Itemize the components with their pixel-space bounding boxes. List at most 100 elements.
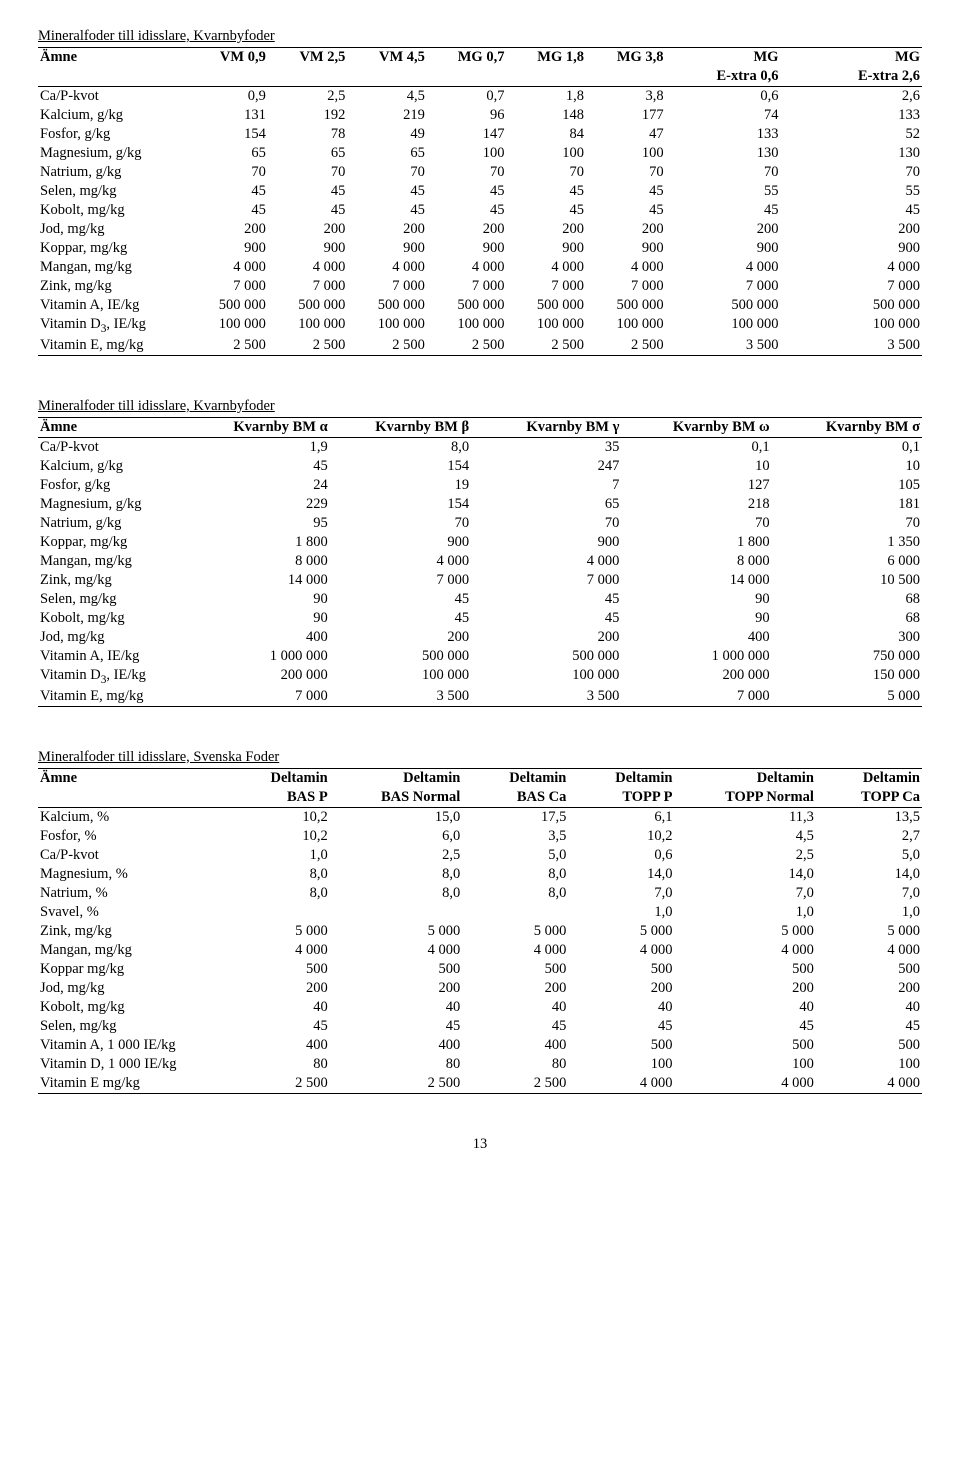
table-row: Zink, mg/kg7 0007 0007 0007 0007 0007 00… xyxy=(38,277,922,296)
row-label: Zink, mg/kg xyxy=(38,571,188,590)
cell-value: 1 000 000 xyxy=(621,647,771,666)
cell-value: 7 000 xyxy=(666,277,781,296)
table-row: Fosfor, g/kg1547849147844713352 xyxy=(38,125,922,144)
row-label: Natrium, g/kg xyxy=(38,514,188,533)
cell-value: 900 xyxy=(268,239,348,258)
cell-value: 6,1 xyxy=(568,807,674,827)
cell-value: 105 xyxy=(772,476,922,495)
cell-value: 7 000 xyxy=(471,571,621,590)
row-label: Vitamin A, IE/kg xyxy=(38,296,188,315)
cell-value: 3 500 xyxy=(330,687,471,707)
cell-value: 1,8 xyxy=(506,87,586,107)
cell-value xyxy=(462,903,568,922)
column-header xyxy=(268,67,348,87)
row-label: Magnesium, g/kg xyxy=(38,144,188,163)
cell-value: 2,5 xyxy=(268,87,348,107)
row-label: Fosfor, % xyxy=(38,827,232,846)
cell-value: 500 xyxy=(816,1036,922,1055)
cell-value: 400 xyxy=(462,1036,568,1055)
cell-value: 7 xyxy=(471,476,621,495)
row-label: Natrium, g/kg xyxy=(38,163,188,182)
cell-value: 200 xyxy=(268,220,348,239)
row-label: Zink, mg/kg xyxy=(38,277,188,296)
cell-value: 4 000 xyxy=(232,941,329,960)
table-row: Koppar, mg/kg1 8009009001 8001 350 xyxy=(38,533,922,552)
table-row: Kobolt, mg/kg404040404040 xyxy=(38,998,922,1017)
cell-value: 4,5 xyxy=(674,827,815,846)
row-label: Mangan, mg/kg xyxy=(38,552,188,571)
cell-value: 200 xyxy=(347,220,427,239)
cell-value: 8,0 xyxy=(330,884,463,903)
cell-value: 500 000 xyxy=(188,296,268,315)
cell-value: 200 xyxy=(586,220,666,239)
cell-value: 40 xyxy=(330,998,463,1017)
cell-value: 7,0 xyxy=(816,884,922,903)
row-label: Mangan, mg/kg xyxy=(38,941,232,960)
cell-value: 80 xyxy=(232,1055,329,1074)
cell-value: 200 xyxy=(232,979,329,998)
table-row: Koppar, mg/kg900900900900900900900900 xyxy=(38,239,922,258)
column-header xyxy=(188,67,268,87)
cell-value: 45 xyxy=(586,182,666,201)
cell-value: 100 000 xyxy=(780,315,922,336)
cell-value: 4 000 xyxy=(780,258,922,277)
cell-value: 4 000 xyxy=(347,258,427,277)
cell-value: 133 xyxy=(666,125,781,144)
cell-value: 219 xyxy=(347,106,427,125)
cell-value: 17,5 xyxy=(462,807,568,827)
cell-value: 7 000 xyxy=(780,277,922,296)
cell-value: 200 xyxy=(666,220,781,239)
cell-value: 8 000 xyxy=(621,552,771,571)
cell-value: 4 000 xyxy=(816,1074,922,1094)
cell-value: 0,1 xyxy=(772,437,922,457)
cell-value: 47 xyxy=(586,125,666,144)
cell-value: 8 000 xyxy=(188,552,329,571)
cell-value: 200 xyxy=(462,979,568,998)
row-label: Ca/P-kvot xyxy=(38,846,232,865)
cell-value: 154 xyxy=(330,495,471,514)
cell-value: 70 xyxy=(427,163,507,182)
cell-value: 45 xyxy=(666,201,781,220)
table-row: Vitamin A, 1 000 IE/kg400400400500500500 xyxy=(38,1036,922,1055)
column-header: Deltamin xyxy=(568,768,674,788)
cell-value: 0,6 xyxy=(568,846,674,865)
table-row: Ca/P-kvot1,02,55,00,62,55,0 xyxy=(38,846,922,865)
cell-value: 49 xyxy=(347,125,427,144)
cell-value: 5 000 xyxy=(462,922,568,941)
cell-value: 900 xyxy=(347,239,427,258)
cell-value: 5 000 xyxy=(232,922,329,941)
cell-value: 900 xyxy=(780,239,922,258)
cell-value xyxy=(232,903,329,922)
cell-value: 500 000 xyxy=(780,296,922,315)
cell-value: 13,5 xyxy=(816,807,922,827)
table-row: Natrium, g/kg7070707070707070 xyxy=(38,163,922,182)
cell-value: 4 000 xyxy=(568,941,674,960)
cell-value: 45 xyxy=(347,182,427,201)
cell-value: 4 000 xyxy=(816,941,922,960)
cell-value: 90 xyxy=(621,609,771,628)
table-row: Magnesium, g/kg656565100100100130130 xyxy=(38,144,922,163)
cell-value: 3 500 xyxy=(780,336,922,356)
cell-value: 200 xyxy=(330,979,463,998)
cell-value: 96 xyxy=(427,106,507,125)
table-row: Vitamin D3, IE/kg100 000100 000100 00010… xyxy=(38,315,922,336)
cell-value: 6 000 xyxy=(772,552,922,571)
cell-value: 8,0 xyxy=(462,884,568,903)
cell-value: 4 000 xyxy=(462,941,568,960)
cell-value: 45 xyxy=(330,609,471,628)
cell-value: 154 xyxy=(330,457,471,476)
cell-value: 14,0 xyxy=(816,865,922,884)
cell-value: 7 000 xyxy=(621,687,771,707)
cell-value: 70 xyxy=(621,514,771,533)
cell-value: 45 xyxy=(506,201,586,220)
cell-value: 1,0 xyxy=(232,846,329,865)
cell-value: 900 xyxy=(427,239,507,258)
table-row: Selen, mg/kg4545454545455555 xyxy=(38,182,922,201)
cell-value: 500 xyxy=(674,1036,815,1055)
table-row: Mangan, mg/kg4 0004 0004 0004 0004 0004 … xyxy=(38,941,922,960)
cell-value: 100 000 xyxy=(268,315,348,336)
cell-value: 200 xyxy=(674,979,815,998)
cell-value: 24 xyxy=(188,476,329,495)
table-row: Natrium, g/kg9570707070 xyxy=(38,514,922,533)
table-row: Fosfor, %10,26,03,510,24,52,7 xyxy=(38,827,922,846)
